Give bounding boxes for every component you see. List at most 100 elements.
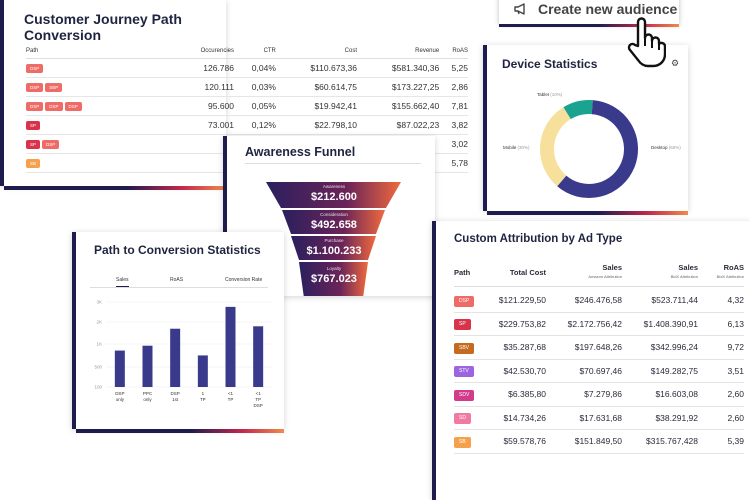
journey-cost-cell: $19.942,41	[275, 96, 357, 116]
attribution-roas-cell: 5,39	[727, 436, 744, 447]
ad-type-badge: SD	[454, 413, 471, 425]
y-tick-label: 3K	[96, 300, 102, 305]
funnel-stage-label: Awareness	[322, 184, 346, 189]
col-path: Path	[454, 268, 471, 277]
funnel-stage-label: Purchase	[324, 238, 344, 243]
tab-sales[interactable]: Sales	[116, 277, 129, 287]
x-tick-label: <1	[228, 391, 234, 396]
awareness-funnel-card: Awareness Funnel Awareness $212.600 Consid…	[223, 136, 435, 296]
ad-type-badge: STV	[454, 366, 474, 378]
x-tick-label: <1	[256, 391, 262, 396]
attribution-path-cell: SD	[454, 411, 492, 425]
y-tick-label: 2K	[96, 320, 102, 325]
attribution-roas-cell: 4,32	[727, 295, 744, 306]
custom-attribution-title: Custom Attribution by Ad Type	[454, 233, 623, 245]
journey-roas-cell: 7,81	[439, 96, 468, 116]
donut-slice-tablet	[563, 100, 593, 120]
attribution-s1-cell: $2.172.756,42	[567, 318, 622, 329]
conversion-bar-chart: 3K2K1K500100DSPonlyPPConlyDSP1st1TP<1TP<…	[94, 300, 272, 408]
journey-col-header: Path	[26, 44, 176, 59]
attribution-cost-cell: $42.530,70	[503, 365, 546, 376]
x-tick-label: 1st	[172, 397, 179, 402]
col-roas: RoAS BidX Attribution	[716, 263, 744, 279]
x-tick-label: PPC	[143, 391, 153, 396]
attribution-path-cell: SP	[454, 317, 492, 331]
journey-occ-cell: 126.786	[176, 58, 234, 78]
x-tick-label: DSP	[254, 403, 263, 408]
attribution-path-cell: SBV	[454, 341, 492, 354]
journey-occ-cell	[176, 134, 234, 154]
path-badge: DSP	[45, 102, 63, 111]
journey-path-cell: SP	[26, 115, 176, 135]
path-badge: SP	[26, 121, 41, 130]
settings-icon[interactable]: ⚙	[671, 58, 680, 68]
attribution-s2-cell: $16.603,08	[655, 389, 698, 400]
journey-col-header: Revenue	[357, 44, 440, 59]
attribution-row: SD $14.734,26 $17.631,68 $38.291,92 2,60	[454, 407, 744, 430]
attribution-row: SB $59.578,76 $151.849,50 $315.767,428 5,39	[454, 430, 744, 454]
x-tick-label: TP	[200, 397, 206, 402]
journey-col-header: CTR	[234, 44, 276, 59]
attribution-roas-cell: 2,60	[727, 389, 744, 400]
bar	[170, 328, 181, 387]
donut-slice-desktop	[557, 100, 638, 198]
journey-path-cell: DSP	[26, 58, 176, 78]
col-sales-amazon: Sales Amazon Attribution	[588, 263, 622, 279]
journey-roas-cell: 2,86	[439, 77, 468, 97]
attribution-row: STV $42.530,70 $70.697,46 $149.282,75 3,51	[454, 360, 744, 383]
path-badge: SBP	[45, 83, 63, 92]
mobile-label: Mobile (30%)	[503, 145, 530, 150]
attribution-path-cell: DSP	[454, 294, 492, 307]
attribution-row: SP $229.753,82 $2.172.756,42 $1.408.390,91 6…	[454, 313, 744, 336]
journey-cost-cell: $110.673,36	[275, 58, 357, 78]
ad-type-badge: SDV	[454, 389, 475, 401]
tab-roas[interactable]: RoAS	[170, 277, 184, 283]
funnel-stage-loyalty	[299, 262, 368, 296]
attribution-row: SDV $6.385,80 $7.279,86 $16.603,08 2,60	[454, 383, 744, 407]
ad-type-badge: SB	[454, 436, 471, 448]
path-badge: DSP	[26, 64, 44, 73]
y-tick-label: 100	[94, 385, 102, 390]
attribution-s1-cell: $151.849,50	[574, 436, 622, 447]
x-tick-label: TP	[228, 397, 234, 402]
customer-journey-title: Customer Journey Path Conversion	[24, 11, 182, 43]
journey-rev-cell: $87.022,23	[357, 115, 440, 135]
attribution-cost-cell: $35.287,68	[503, 342, 546, 353]
journey-rev-cell: $173.227,25	[357, 77, 440, 97]
journey-cost-cell: $22.798,10	[275, 115, 357, 135]
journey-roas-cell: 3,82	[439, 115, 468, 135]
funnel-stage-value: $212.600	[311, 191, 357, 203]
attribution-cost-cell: $229.753,82	[498, 318, 546, 329]
attribution-row: DSP $121.229,50 $246.476,58 $523.711,44 4,32	[454, 289, 744, 313]
path-badge: DSP	[42, 140, 60, 149]
attribution-s2-cell: $149.282,75	[650, 365, 698, 376]
x-tick-label: DSP	[171, 391, 180, 396]
ad-type-badge: SP	[454, 319, 471, 331]
megaphone-icon	[514, 3, 525, 15]
attribution-path-cell: SDV	[454, 388, 492, 401]
journey-roas-cell: 3,02	[439, 134, 468, 154]
attribution-roas-cell: 9,72	[727, 342, 744, 353]
donut-slice-mobile	[540, 107, 572, 187]
journey-rev-cell: $581.340,36	[357, 58, 440, 78]
x-tick-label: TP	[255, 397, 261, 402]
create-audience-button[interactable]: Create new audience	[499, 0, 679, 27]
funnel-stage-value: $767.023	[311, 273, 357, 285]
journey-row: DSP 126.786 0,04% $110.673,36 $581.340,36 5,2…	[26, 58, 468, 78]
funnel-stage-consideration	[282, 210, 385, 234]
attribution-roas-cell: 3,51	[727, 365, 744, 376]
journey-path-cell: SB	[26, 153, 176, 173]
bar	[197, 355, 208, 387]
journey-row: DSP SBP 120.111 0,03% $60.614,75 $173.227,25 2…	[26, 77, 468, 97]
attribution-cost-cell: $121.229,50	[498, 295, 546, 306]
x-tick-label: 1	[202, 391, 205, 396]
attribution-s1-cell: $197.648,26	[574, 342, 622, 353]
tab-conversion-rate[interactable]: Conversion Rate	[225, 277, 263, 283]
attribution-header: Path Total Cost Sales Amazon Attribution …	[454, 259, 744, 287]
attribution-row: SBV $35.287,68 $197.648,26 $342.996,24 9,72	[454, 336, 744, 360]
journey-col-header: RoAS	[439, 44, 468, 59]
funnel-stage-label: Consideration	[320, 212, 348, 217]
attribution-path-cell: STV	[454, 364, 492, 378]
path-badge: DSP	[26, 102, 44, 111]
attribution-s2-cell: $1.408.390,91	[643, 318, 698, 329]
